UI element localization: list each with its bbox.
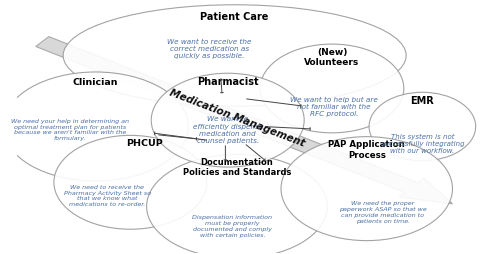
Text: Patient Care: Patient Care (200, 12, 268, 22)
FancyArrow shape (36, 37, 452, 204)
Text: PAP Application
Process: PAP Application Process (328, 140, 404, 159)
Ellipse shape (3, 73, 188, 181)
Ellipse shape (280, 137, 452, 241)
Text: Documentation
Policies and Standards: Documentation Policies and Standards (182, 157, 290, 177)
Text: We need to receive the
Pharmacy Activity Sheet so
that we know what
medications : We need to receive the Pharmacy Activity… (63, 184, 150, 206)
Ellipse shape (368, 93, 475, 161)
Text: We need the proper
paperwork ASAP so that we
can provide medication to
patients : We need the proper paperwork ASAP so tha… (338, 200, 426, 223)
Text: Medication Management: Medication Management (168, 88, 305, 149)
Text: (New)
Volunteers: (New) Volunteers (304, 47, 359, 67)
Text: We want to
efficiently dispense
medication and
counsel patients.: We want to efficiently dispense medicati… (192, 116, 263, 143)
Text: PHCUP: PHCUP (126, 138, 162, 147)
Ellipse shape (146, 155, 327, 254)
Ellipse shape (151, 74, 303, 167)
Text: We want to help but are
not familiar with the
RFC protocol.: We want to help but are not familiar wit… (290, 97, 377, 117)
Text: We want to receive the
correct medication as
quickly as possible.: We want to receive the correct medicatio… (167, 39, 251, 59)
Ellipse shape (63, 6, 405, 107)
Ellipse shape (260, 45, 403, 133)
Text: Dispensation information
must be properly
documented and comply
with certain pol: Dispensation information must be properl… (192, 214, 272, 237)
Text: This system is not
successfully integrating
with our workflow.: This system is not successfully integrat… (380, 133, 463, 153)
Text: Pharmacist: Pharmacist (196, 76, 258, 86)
Text: EMR: EMR (409, 96, 433, 105)
Text: We need your help in determining an
optimal treatment plan for patients
because : We need your help in determining an opti… (11, 118, 129, 141)
Ellipse shape (54, 136, 206, 229)
Text: Clinician: Clinician (72, 78, 118, 87)
